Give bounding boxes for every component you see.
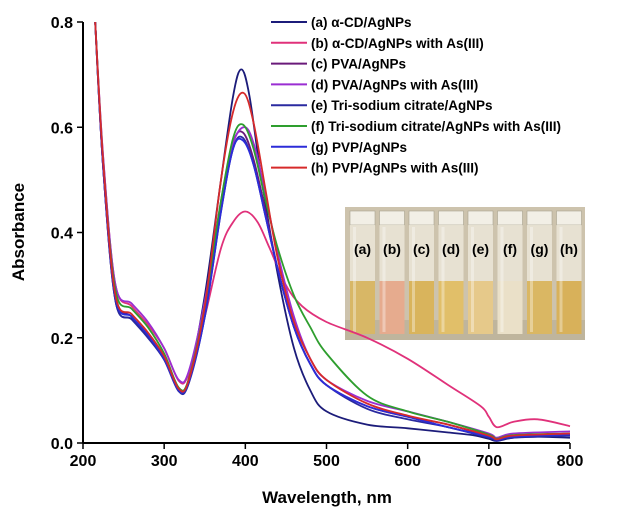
- vial-glass: [527, 225, 552, 281]
- vial-liquid: [409, 281, 434, 334]
- vial-glass: [556, 225, 582, 281]
- series-line-g: [94, 21, 571, 441]
- vial-liquid: [556, 281, 582, 334]
- vial-label: (f): [503, 241, 517, 257]
- vial-cap: [467, 210, 494, 226]
- vial-label: (h): [560, 241, 578, 257]
- vial-label: (e): [472, 241, 489, 257]
- vial-cap: [438, 210, 464, 226]
- vial-glass: [497, 225, 523, 281]
- vial-liquid: [468, 281, 493, 334]
- vial-highlight: [500, 227, 504, 332]
- vial-highlight: [412, 227, 415, 332]
- vial-cap: [349, 210, 376, 226]
- y-axis-title: Absorbance: [9, 183, 28, 281]
- series-line-b: [94, 21, 571, 429]
- x-tick-label: 700: [475, 453, 502, 470]
- x-tick-label: 600: [394, 453, 421, 470]
- inset-tabletop: [345, 320, 585, 340]
- vial-label: (a): [354, 241, 371, 257]
- vial-label: (d): [442, 241, 460, 257]
- vial-cap: [408, 210, 435, 226]
- series-line-f: [94, 21, 571, 440]
- vial-liquid: [379, 281, 405, 334]
- vial-highlight: [441, 227, 445, 332]
- vial-cap: [526, 210, 553, 226]
- legend-label: (d) PVA/AgNPs with As(III): [311, 77, 478, 92]
- legend-label: (b) α-CD/AgNPs with As(III): [311, 36, 484, 51]
- legend: (a) α-CD/AgNPs (b) α-CD/AgNPs with As(III…: [271, 15, 561, 176]
- y-tick-label: 0.2: [51, 331, 73, 348]
- inset-photo: (a) (b) (c) (d) (e) (f) (g) (h): [345, 207, 585, 340]
- vial-glass: [379, 225, 405, 281]
- vial-cap: [379, 210, 405, 226]
- vial-cap: [497, 210, 523, 226]
- tick-layer: 200 300 400 500 600 700 800 0.0 0.2 0.4 0.6 0.8: [51, 15, 584, 470]
- legend-label: (a) α-CD/AgNPs: [311, 15, 412, 30]
- legend-label: (h) PVP/AgNPs with As(III): [311, 161, 479, 176]
- legend-label: (f) Tri-sodium citrate/AgNPs with As(III…: [311, 119, 561, 134]
- legend-label: (g) PVP/AgNPs: [311, 140, 407, 155]
- legend-label: (e) Tri-sodium citrate/AgNPs: [311, 98, 493, 113]
- vial-label: (g): [531, 241, 549, 257]
- vial-label: (b): [383, 241, 401, 257]
- x-tick-label: 300: [151, 453, 178, 470]
- vial-label: (c): [413, 241, 430, 257]
- x-tick-label: 800: [557, 453, 584, 470]
- vial-liquid: [497, 281, 523, 334]
- vial-liquid: [438, 281, 464, 334]
- vial-highlight: [559, 227, 563, 332]
- vial-glass: [409, 225, 434, 281]
- vial-cap: [556, 210, 582, 226]
- x-tick-label: 200: [70, 453, 97, 470]
- y-tick-label: 0.6: [51, 120, 73, 137]
- series-layer: [94, 21, 571, 442]
- vial-glass: [438, 225, 464, 281]
- x-tick-label: 400: [232, 453, 259, 470]
- x-tick-label: 500: [313, 453, 340, 470]
- vial-highlight: [353, 227, 356, 332]
- vial-highlight: [471, 227, 474, 332]
- series-line-h: [94, 21, 571, 441]
- vial-highlight: [382, 227, 386, 332]
- vial-liquid: [527, 281, 552, 334]
- legend-label: (c) PVA/AgNPs: [311, 57, 406, 72]
- vial-highlight: [530, 227, 533, 332]
- y-tick-label: 0.0: [51, 436, 73, 453]
- vial-glass: [350, 225, 375, 281]
- vial-liquid: [350, 281, 375, 334]
- x-axis-title: Wavelength, nm: [262, 488, 392, 507]
- y-tick-label: 0.4: [51, 226, 73, 243]
- vial-glass: [468, 225, 493, 281]
- y-tick-label: 0.8: [51, 15, 73, 32]
